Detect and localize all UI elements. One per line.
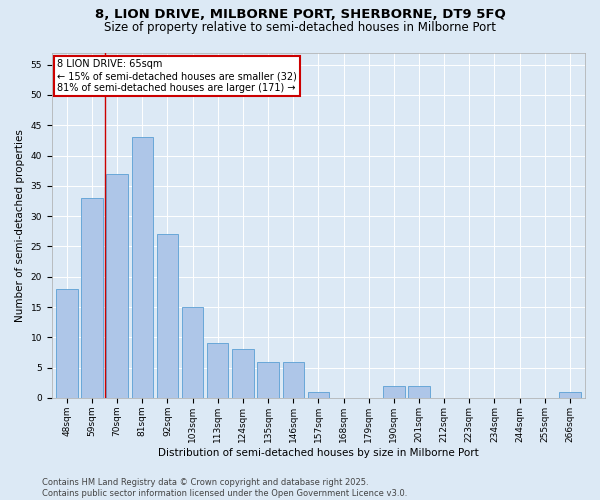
- Text: 8 LION DRIVE: 65sqm
← 15% of semi-detached houses are smaller (32)
81% of semi-d: 8 LION DRIVE: 65sqm ← 15% of semi-detach…: [57, 60, 297, 92]
- Bar: [257, 362, 279, 398]
- Bar: [56, 289, 77, 398]
- Bar: [283, 362, 304, 398]
- Bar: [182, 307, 203, 398]
- Bar: [308, 392, 329, 398]
- Bar: [232, 350, 254, 398]
- X-axis label: Distribution of semi-detached houses by size in Milborne Port: Distribution of semi-detached houses by …: [158, 448, 479, 458]
- Bar: [157, 234, 178, 398]
- Bar: [106, 174, 128, 398]
- Bar: [559, 392, 581, 398]
- Y-axis label: Number of semi-detached properties: Number of semi-detached properties: [15, 129, 25, 322]
- Text: Contains HM Land Registry data © Crown copyright and database right 2025.
Contai: Contains HM Land Registry data © Crown c…: [42, 478, 407, 498]
- Bar: [82, 198, 103, 398]
- Bar: [409, 386, 430, 398]
- Bar: [383, 386, 404, 398]
- Text: 8, LION DRIVE, MILBORNE PORT, SHERBORNE, DT9 5FQ: 8, LION DRIVE, MILBORNE PORT, SHERBORNE,…: [95, 8, 505, 20]
- Bar: [207, 344, 229, 398]
- Text: Size of property relative to semi-detached houses in Milborne Port: Size of property relative to semi-detach…: [104, 21, 496, 34]
- Bar: [131, 138, 153, 398]
